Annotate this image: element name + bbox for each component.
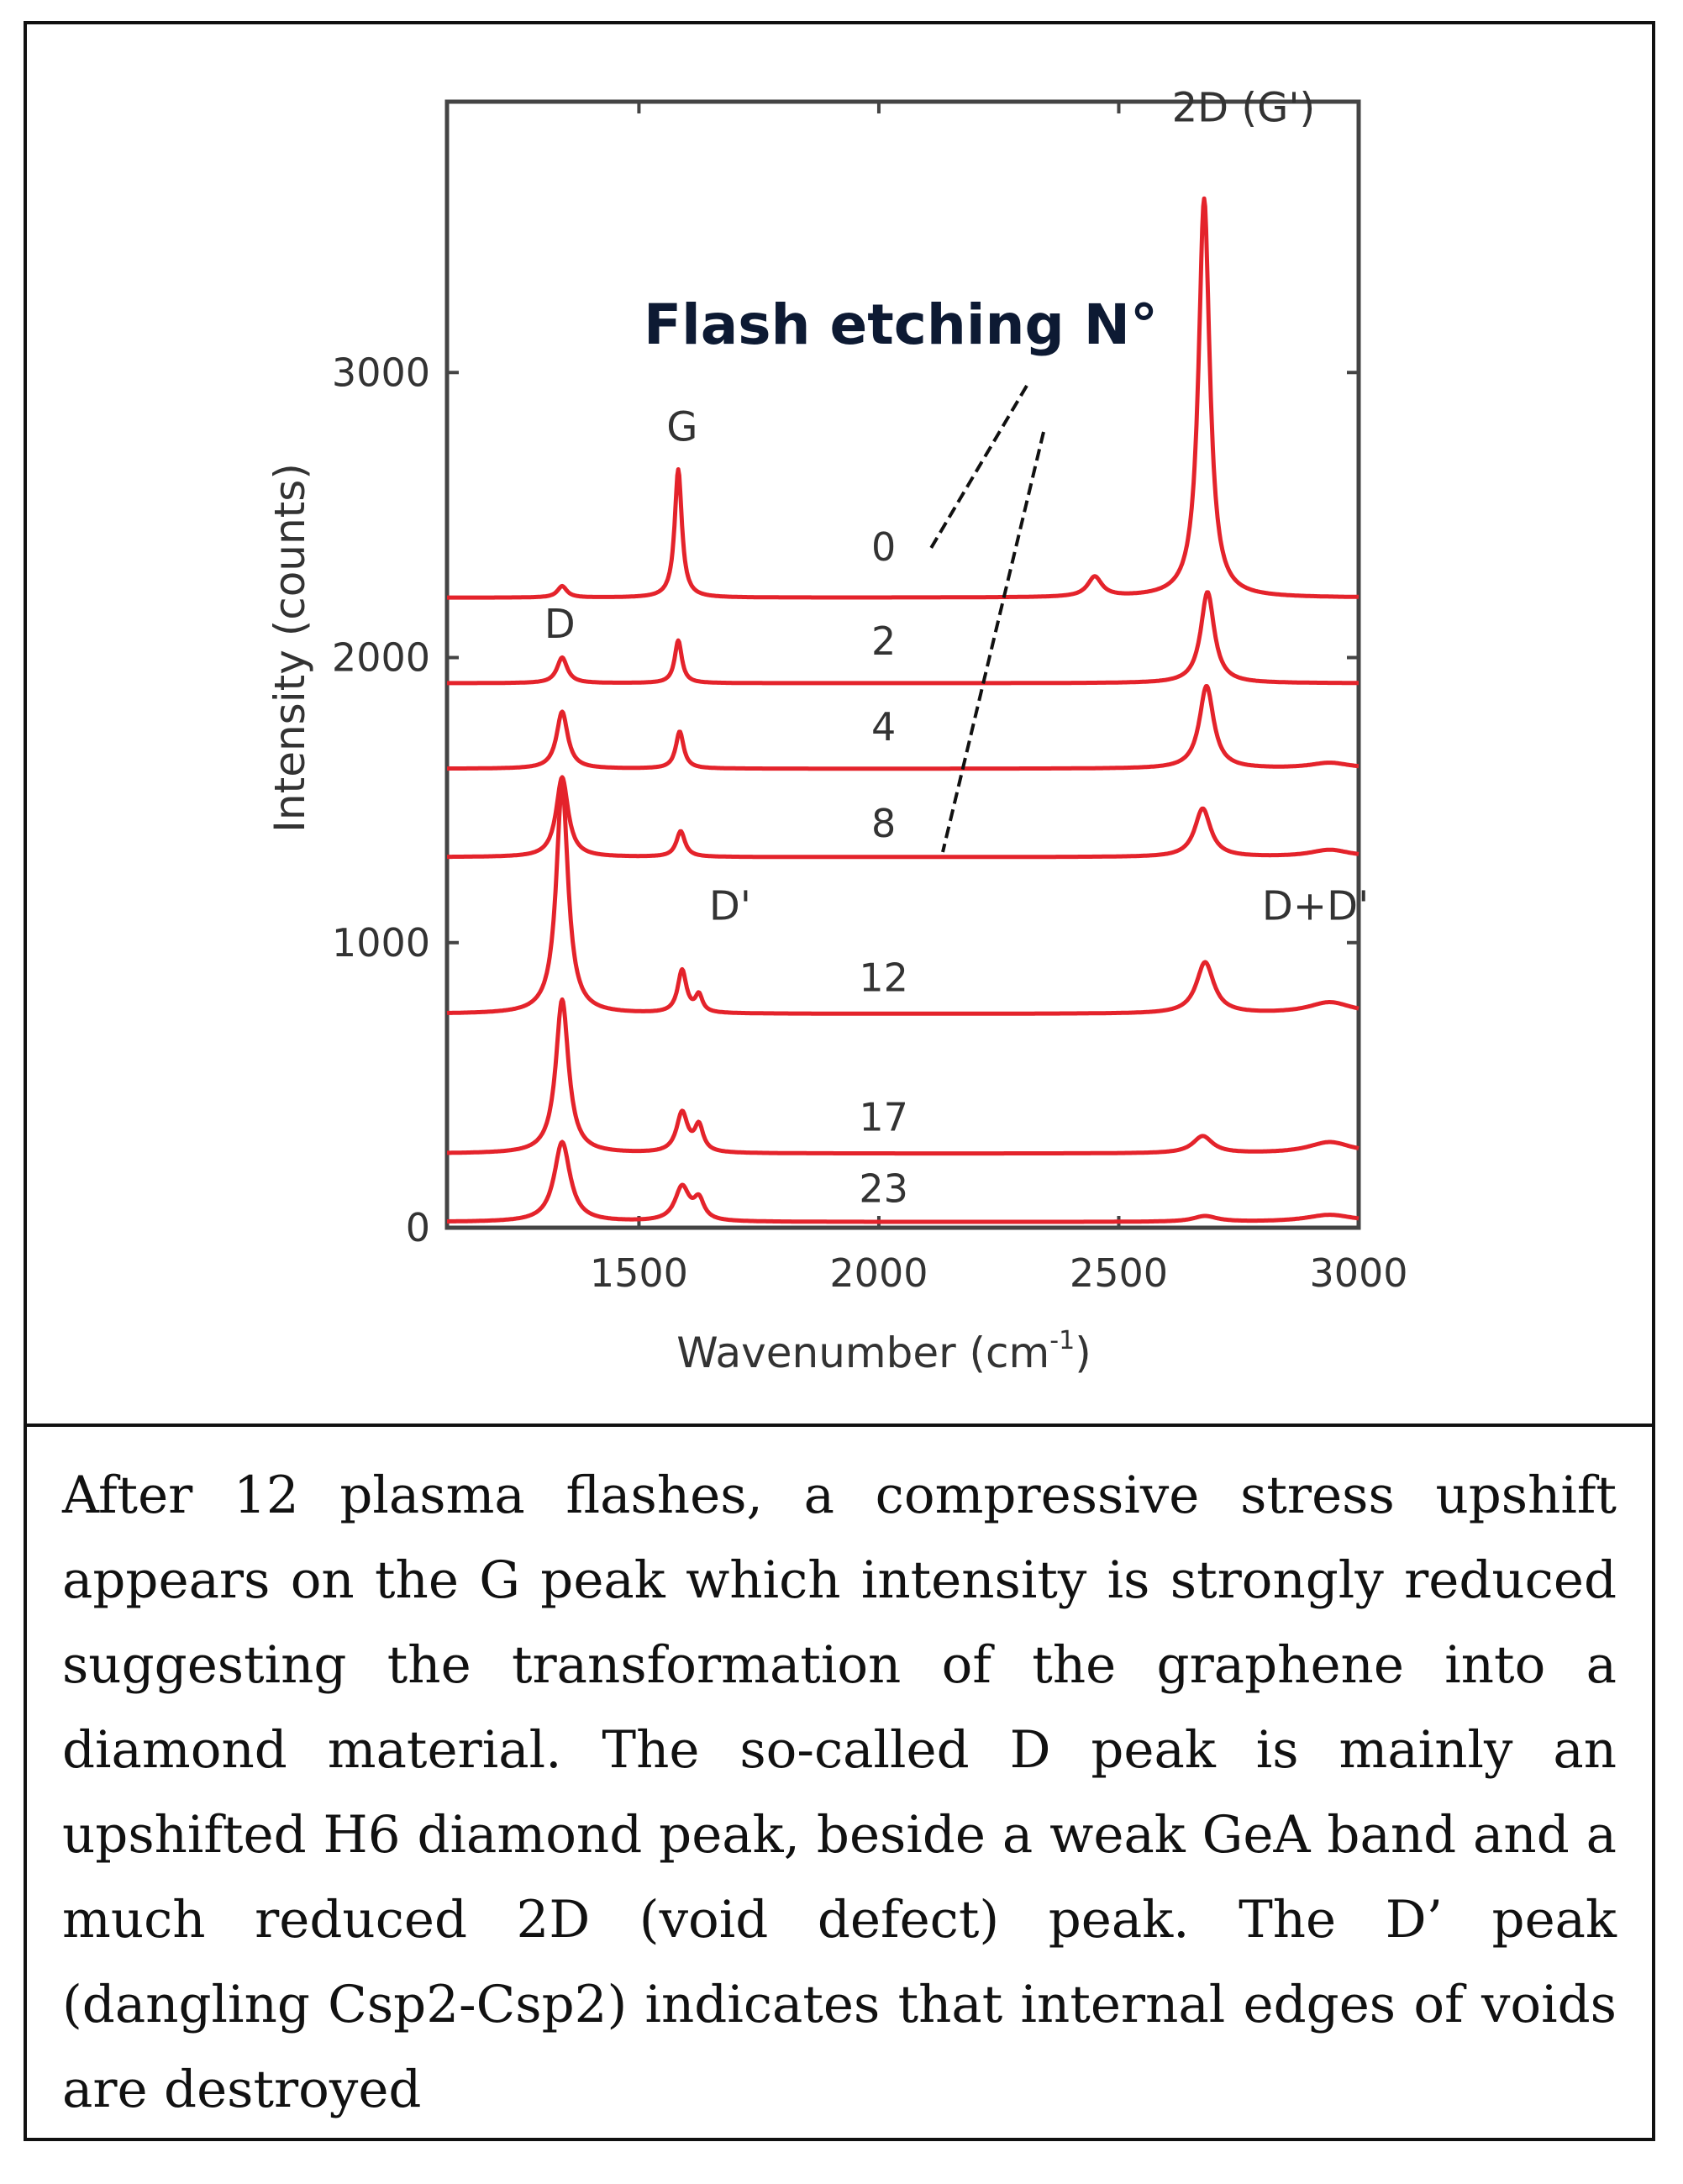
y-axis-label: Intensity (counts) — [266, 463, 314, 833]
series-line-8 — [445, 775, 1360, 860]
figure-panel: 1500 2000 2500 3000 0 1000 2000 3000 Wavenumber … — [27, 24, 1652, 1424]
series-line-23 — [445, 1139, 1360, 1224]
series-label: 12 — [859, 955, 908, 1000]
series-line-4 — [445, 684, 1360, 771]
peak-label: G — [666, 404, 697, 451]
series-label: 23 — [859, 1166, 908, 1211]
series-line-17 — [445, 997, 1360, 1156]
series-label: 4 — [871, 704, 896, 750]
series-label: 17 — [859, 1095, 908, 1140]
figure-caption-divider — [27, 1424, 1652, 1427]
y-tick-label: 1000 — [332, 920, 430, 966]
series-line-12 — [445, 783, 1360, 1016]
x-axis-label: Wavenumber (cm-1) — [676, 1326, 1091, 1377]
peak-label: D — [544, 601, 576, 648]
series-line-2 — [445, 590, 1360, 686]
peak-label: D+D' — [1262, 883, 1369, 930]
y-tick-label: 3000 — [332, 350, 430, 395]
legend-leader-line — [928, 384, 1028, 551]
series-line-0 — [445, 196, 1360, 600]
x-axis-label-superscript: -1 — [1049, 1326, 1075, 1355]
peak-label: D' — [709, 883, 751, 930]
x-tick-label: 2000 — [829, 1250, 928, 1296]
figure-caption: After 12 plasma flashes, a compressive s… — [62, 1466, 1617, 2119]
x-tick-label: 3000 — [1309, 1250, 1407, 1296]
figure-frame: 1500 2000 2500 3000 0 1000 2000 3000 Wavenumber … — [24, 21, 1655, 2141]
series-label: 0 — [871, 524, 896, 570]
y-tick-label: 2000 — [332, 635, 430, 681]
legend-title: Flash etching N° — [644, 292, 1158, 357]
x-tick-label: 2500 — [1070, 1250, 1168, 1296]
raman-spectra-chart: 1500 2000 2500 3000 0 1000 2000 3000 Wavenumber … — [266, 85, 1408, 1377]
series-label: 8 — [871, 801, 896, 846]
legend-leader-line — [941, 431, 1045, 853]
peak-label: 2D (G') — [1172, 85, 1316, 132]
plot-area — [444, 99, 1361, 1230]
x-axis-label-close: ) — [1075, 1329, 1091, 1377]
y-tick-label: 0 — [406, 1205, 430, 1250]
series-label: 2 — [871, 618, 896, 664]
x-tick-label: 1500 — [590, 1250, 688, 1296]
